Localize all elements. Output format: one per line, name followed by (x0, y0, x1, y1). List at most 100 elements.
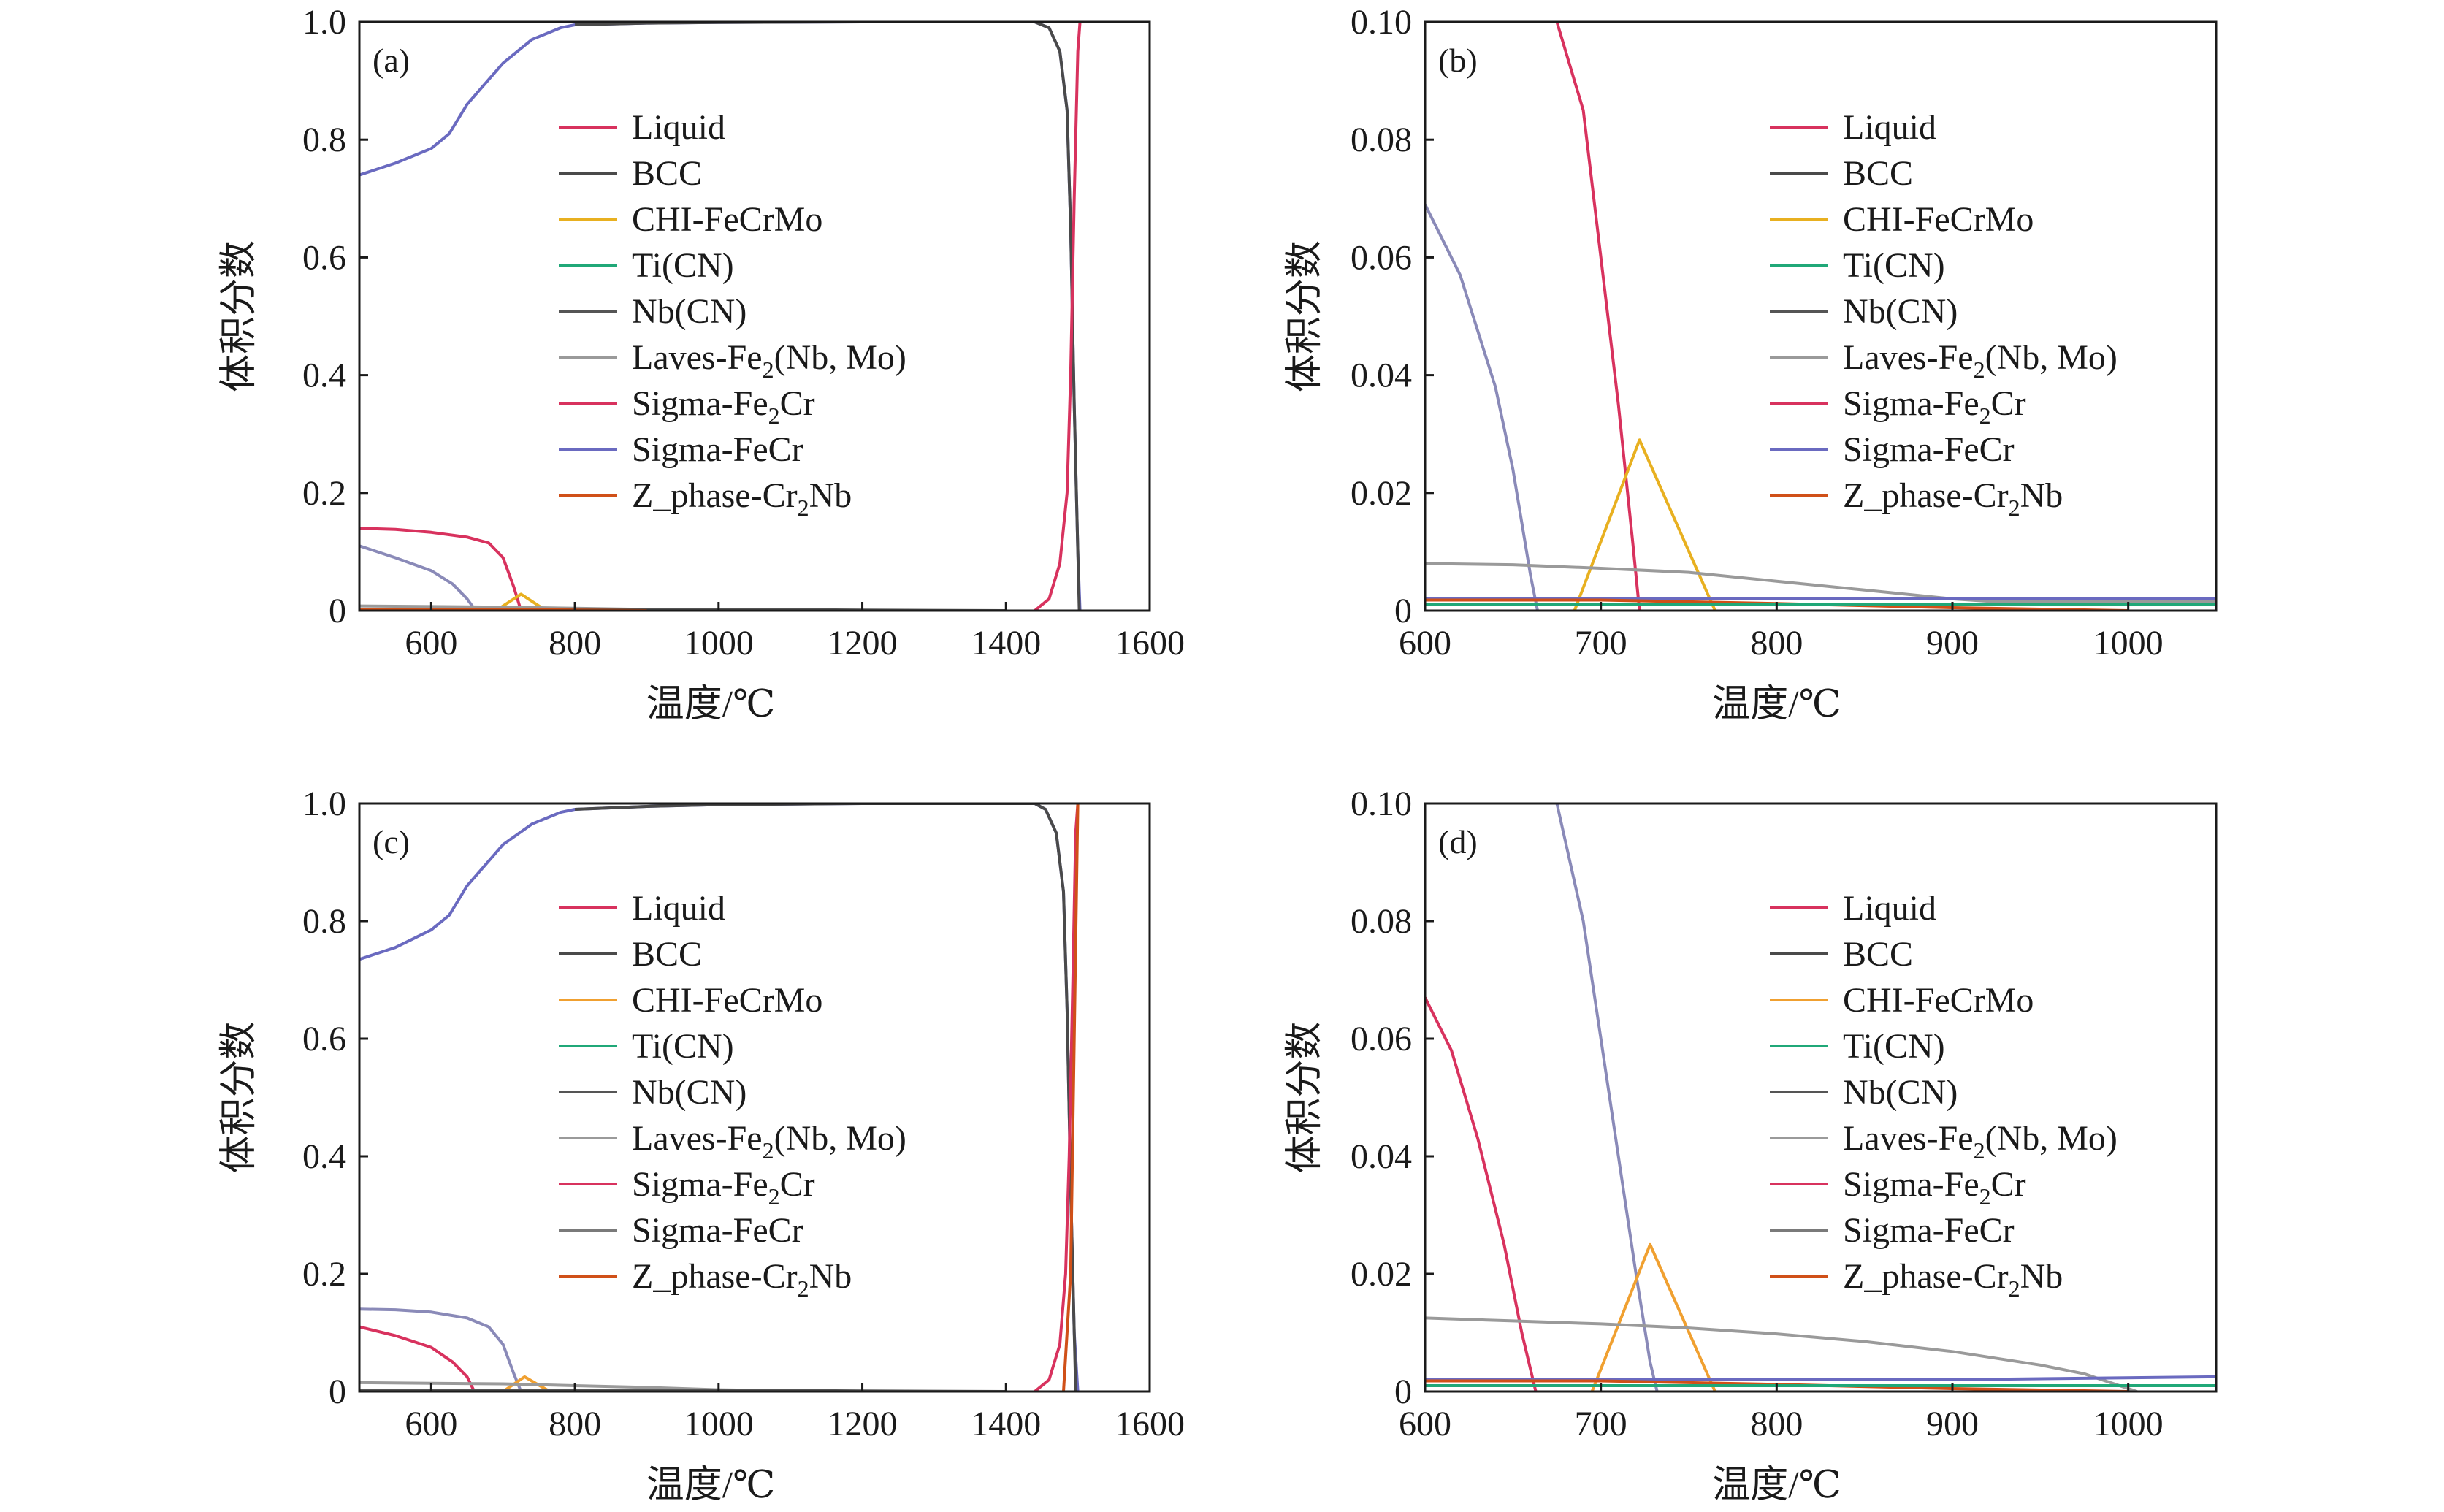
y-tick-label: 1.0 (302, 784, 346, 823)
legend-entry: Sigma-FeCr (1843, 1211, 2015, 1250)
x-axis-label: 温度/℃ (646, 1465, 776, 1506)
legend-label: Sigma-FeCr (632, 430, 803, 469)
legend-entry: Laves-Fe2(Nb, Mo) (1843, 1119, 2118, 1164)
y-tick-label: 1.0 (302, 3, 346, 42)
x-axis-label: 温度/℃ (1712, 1465, 1841, 1506)
y-axis-label: 体积分数 (218, 240, 260, 392)
x-tick-label: 800 (1750, 624, 1803, 663)
series-line (1425, 562, 2216, 603)
legend-label: Z_phase-Cr (1843, 476, 2009, 515)
legend-label: Liquid (632, 108, 725, 147)
legend-subscript: 2 (1979, 1183, 1991, 1210)
legend-label: Laves-Fe (1843, 1119, 1974, 1158)
x-tick-label: 1600 (1115, 624, 1185, 663)
y-tick-label: 0 (329, 1372, 346, 1411)
legend-subscript: 2 (1979, 402, 1991, 429)
plot-frame (1424, 20, 2218, 612)
legend-label: Laves-Fe (632, 338, 763, 377)
legend-label: BCC (632, 935, 702, 974)
legend-label: Sigma-FeCr (632, 1211, 803, 1250)
y-tick-label: 0.04 (1351, 356, 1412, 395)
legend-label: Z_phase-Cr (632, 476, 798, 515)
chart-panel: 600 700 800 900 1000 0 0.02 0.04 0.06 0.08 0.10 温度/… (1284, 784, 2218, 1506)
series-line (1573, 438, 1716, 611)
legend-label: CHI-FeCrMo (632, 200, 822, 239)
y-axis-label: 体积分数 (218, 1021, 260, 1173)
y-tick-label: 0.10 (1351, 784, 1412, 823)
legend: LiquidBCCCHI-FeCrMoTi(CN)Nb(CN)Laves-Fe2… (1770, 889, 2118, 1302)
legend-subscript: 2 (763, 1137, 774, 1164)
series-line (1425, 204, 1539, 611)
panel-label: (d) (1438, 823, 1478, 860)
y-tick-label: 0.02 (1351, 1255, 1412, 1294)
y-tick-label: 0.4 (302, 356, 346, 395)
legend-label: Sigma-Fe (1843, 384, 1979, 423)
y-tick-label: 0 (1394, 1372, 1412, 1411)
x-tick-label: 600 (1399, 624, 1451, 663)
y-tick-label: 0 (329, 592, 346, 630)
series-line (359, 527, 523, 611)
legend-subscript: 2 (798, 1275, 809, 1302)
y-tick-label: 0.2 (302, 474, 346, 513)
chart-panel: 600 800 1000 1200 1400 1600 0 0.2 0.4 0.6 0.8 1.0 温度… (218, 784, 1185, 1506)
series-line (1062, 803, 1080, 1391)
legend-entry: Sigma-Fe2Cr (632, 384, 815, 429)
y-tick-label: 0.08 (1351, 902, 1412, 941)
x-tick-label: 900 (1926, 1405, 1979, 1443)
series-line (494, 592, 547, 611)
x-axis-label: 温度/℃ (1712, 684, 1841, 725)
y-axis-label: 体积分数 (1284, 240, 1326, 392)
series-group (1425, 803, 2216, 1391)
x-tick-label: 600 (405, 1405, 457, 1443)
legend: LiquidBCCCHI-FeCrMoTi(CN)Nb(CN)Laves-Fe2… (559, 108, 906, 521)
legend-entry: CHI-FeCrMo (1843, 200, 2034, 239)
legend-entry: Ti(CN) (632, 1027, 734, 1066)
x-tick-label: 1200 (828, 1405, 898, 1443)
legend-label-tail: Nb (2020, 1257, 2063, 1296)
legend-label: CHI-FeCrMo (1843, 981, 2034, 1020)
legend-entry: Nb(CN) (632, 292, 746, 331)
y-tick-label: 0.4 (302, 1137, 346, 1176)
legend-label: Ti(CN) (1843, 246, 1945, 285)
series-line (359, 1307, 523, 1391)
x-tick-label: 600 (405, 624, 457, 663)
legend-subscript: 2 (2009, 495, 2020, 521)
legend-entry: Z_phase-Cr2Nb (1843, 476, 2063, 521)
legend-label: Z_phase-Cr (1843, 1257, 2009, 1296)
panel-label: (b) (1438, 42, 1478, 79)
legend-label: Sigma-Fe (1843, 1165, 1979, 1204)
chart-panel: 600 800 1000 1200 1400 1600 0 0.2 0.4 0.6 0.8 1.0 温度… (218, 3, 1185, 725)
legend-label: Nb(CN) (1843, 292, 1958, 331)
x-tick-label: 700 (1575, 624, 1627, 663)
legend-entry: Sigma-FeCr (1843, 430, 2015, 469)
legend-label: Laves-Fe (632, 1119, 763, 1158)
x-tick-label: 800 (549, 1405, 601, 1443)
legend-subscript: 2 (798, 495, 809, 521)
legend-label: BCC (632, 154, 702, 193)
legend-label: CHI-FeCrMo (632, 981, 822, 1020)
x-tick-label: 1400 (971, 624, 1041, 663)
legend-label: Liquid (1843, 889, 1936, 928)
y-tick-label: 0.10 (1351, 3, 1412, 42)
x-tick-label: 1000 (2093, 1405, 2164, 1443)
x-tick-label: 800 (1750, 1405, 1803, 1443)
legend-label: Nb(CN) (632, 1073, 746, 1112)
legend-entry: CHI-FeCrMo (632, 200, 822, 239)
legend-label: CHI-FeCrMo (1843, 200, 2034, 239)
series-line (359, 544, 477, 611)
x-tick-label: 1000 (684, 1405, 754, 1443)
y-tick-label: 0.6 (302, 238, 346, 277)
x-tick-label: 600 (1399, 1405, 1451, 1443)
legend-entry: Nb(CN) (632, 1073, 746, 1112)
x-tick-label: 1000 (2093, 624, 2164, 663)
y-tick-label: 0.08 (1351, 121, 1412, 159)
series-line (502, 1375, 551, 1391)
series-line (1425, 996, 1538, 1391)
x-tick-label: 1600 (1115, 1405, 1185, 1443)
legend-entry: Sigma-FeCr (632, 430, 803, 469)
y-axis-label: 体积分数 (1284, 1021, 1326, 1173)
legend-entry: Laves-Fe2(Nb, Mo) (632, 1119, 906, 1164)
y-tick-label: 0.02 (1351, 474, 1412, 513)
plot-frame (358, 802, 1151, 1393)
